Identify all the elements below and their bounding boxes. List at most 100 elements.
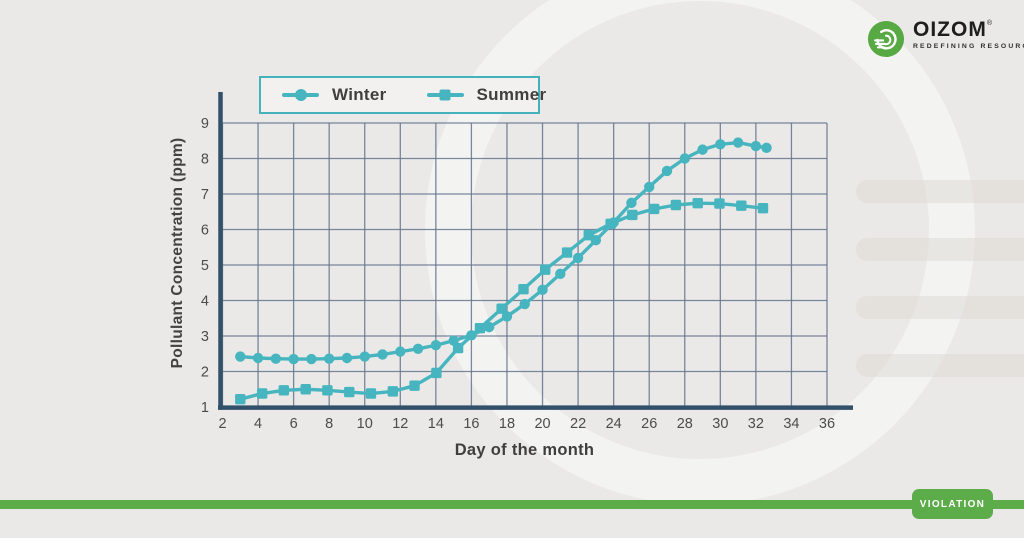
winter-line	[238, 140, 769, 361]
x-tick-label: 14	[428, 416, 444, 432]
x-tick-label: 22	[570, 416, 586, 432]
summer-point	[561, 247, 573, 258]
y-axis-title: Pollulant Concentration (ppm)	[169, 137, 186, 369]
winter-point	[483, 321, 495, 333]
summer-point	[757, 203, 769, 214]
summer-point	[692, 198, 703, 209]
summer-point	[670, 199, 682, 211]
x-tick-label: 2	[218, 416, 226, 432]
winter-point	[572, 252, 584, 264]
x-tick-label: 24	[606, 416, 622, 432]
summer-point	[452, 342, 464, 354]
summer-point	[322, 385, 333, 396]
legend-item-winter[interactable]: Winter	[282, 85, 387, 105]
winter-point	[679, 153, 690, 164]
y-tick-label: 5	[201, 258, 209, 274]
winter-point	[270, 353, 282, 364]
winter-point	[395, 346, 406, 357]
x-tick-label: 4	[254, 416, 262, 432]
watermark-wind-stripes	[856, 180, 1024, 377]
winter-point	[430, 340, 442, 351]
winter-point	[377, 349, 388, 360]
summer-point	[496, 303, 507, 314]
winter-point	[644, 181, 655, 193]
x-tick-label: 8	[325, 416, 333, 432]
x-tick-label: 18	[499, 416, 515, 432]
summer-point	[474, 322, 486, 334]
summer-point	[736, 200, 747, 211]
winter-point	[288, 353, 299, 365]
summer-point	[714, 198, 725, 209]
violation-label: VIOLATION	[919, 498, 986, 510]
y-tick-label: 8	[201, 152, 209, 168]
winter-point	[732, 137, 744, 148]
summer-point	[605, 218, 616, 230]
x-tick-label: 32	[748, 416, 764, 432]
summer-point	[648, 203, 660, 215]
x-tick-label: 28	[677, 416, 693, 432]
summer-point	[365, 388, 377, 399]
winter-point	[306, 353, 317, 365]
winter-point	[761, 142, 772, 154]
violation-badge: VIOLATION	[912, 489, 993, 519]
legend-label-summer: Summer	[476, 85, 547, 104]
x-tick-label: 10	[357, 416, 373, 432]
summer-point	[256, 388, 268, 399]
winter-point	[661, 165, 673, 177]
winter-point	[715, 139, 726, 150]
winter-point	[412, 343, 424, 354]
winter-point	[501, 311, 513, 322]
registered-trademark: ®	[986, 20, 992, 27]
y-tick-label: 9	[201, 116, 209, 132]
x-tick-label: 30	[712, 416, 728, 432]
summer-point	[278, 385, 290, 396]
summer-point	[300, 384, 311, 395]
y-tick-label: 3	[201, 329, 209, 345]
oizom-logo: OIZOM ® REDEFINING RESOURCES	[867, 19, 1024, 58]
legend-label-winter: Winter	[332, 85, 387, 104]
summer-point	[518, 283, 529, 295]
x-axis-title: Day of the month	[454, 441, 595, 459]
summer-point	[539, 264, 551, 275]
winter-point	[697, 144, 708, 155]
winter-point	[235, 351, 246, 362]
winter-point	[537, 284, 548, 296]
winter-point	[359, 351, 370, 362]
legend-item-summer[interactable]: Summer	[426, 85, 547, 105]
x-tick-label: 20	[534, 416, 550, 432]
summer-point	[627, 209, 638, 221]
circle-marker-icon	[282, 89, 319, 101]
square-marker-icon	[426, 89, 464, 101]
footer-bar	[0, 500, 1024, 509]
y-tick-label: 2	[201, 365, 209, 381]
x-tick-label: 6	[290, 416, 298, 432]
x-tick-label: 36	[819, 416, 835, 432]
y-tick-label: 6	[201, 223, 209, 239]
winter-point	[555, 268, 566, 280]
summer-point	[387, 386, 399, 397]
x-tick-label: 26	[641, 416, 657, 432]
winter-point	[252, 352, 264, 364]
winter-point	[626, 197, 637, 209]
winter-point	[341, 352, 353, 364]
oizom-tagline: REDEFINING RESOURCES	[913, 43, 1024, 50]
summer-point	[235, 393, 246, 405]
winter-point	[750, 140, 762, 152]
x-tick-label: 16	[463, 416, 479, 432]
summer-point	[409, 380, 420, 391]
y-tick-label: 1	[201, 400, 209, 416]
x-tick-label: 12	[392, 416, 408, 432]
oizom-logo-text: OIZOM	[913, 18, 987, 41]
y-tick-label: 7	[201, 187, 209, 203]
x-tick-label: 34	[783, 416, 799, 432]
summer-point	[583, 229, 594, 241]
summer-point	[431, 367, 442, 379]
summer-point	[344, 386, 355, 398]
winter-point	[323, 353, 335, 364]
winter-point	[519, 298, 530, 310]
wind-icon	[867, 20, 905, 58]
chart-legend: Winter Summer	[259, 76, 546, 114]
y-tick-label: 4	[201, 294, 209, 310]
